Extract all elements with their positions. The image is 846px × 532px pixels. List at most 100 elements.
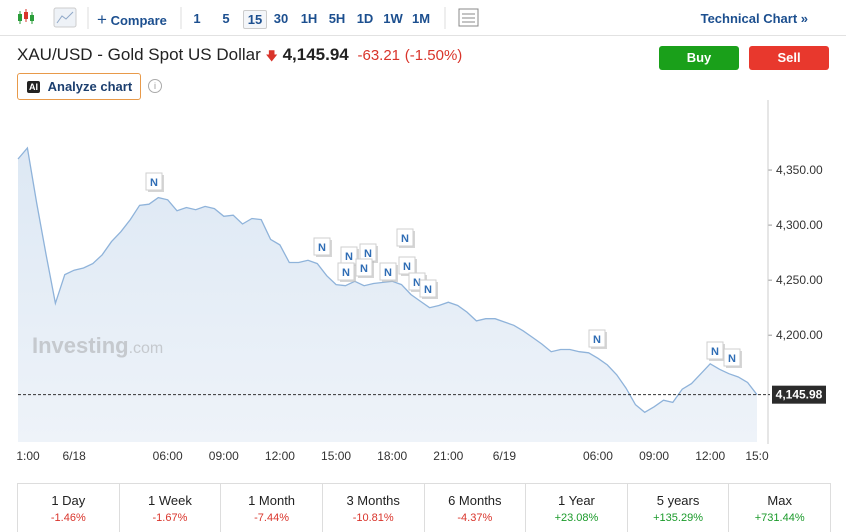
x-tick-label: 6/18: [62, 449, 86, 463]
interval-button[interactable]: 1H: [300, 11, 318, 26]
news-marker[interactable]: N: [419, 279, 438, 299]
news-marker-label: N: [401, 233, 409, 245]
interval-button[interactable]: 1D: [356, 11, 374, 26]
news-marker[interactable]: N: [706, 341, 725, 361]
news-marker[interactable]: N: [145, 172, 164, 192]
analyze-chart-button[interactable]: AI Analyze chart: [17, 73, 141, 100]
news-marker[interactable]: N: [588, 329, 607, 349]
news-marker-label: N: [318, 242, 326, 254]
interval-button[interactable]: 15: [243, 10, 267, 29]
news-marker-box: [145, 172, 163, 191]
news-marker-box: [313, 237, 331, 256]
table-icon[interactable]: [458, 8, 479, 27]
change: -63.21: [357, 47, 401, 64]
news-marker-box: [355, 258, 373, 277]
period-cell[interactable]: 5 years +135.29%: [626, 484, 729, 532]
chart: Investing.com 4,200.00 4,250.00 4,300.00 4,…: [16, 100, 826, 463]
period-cell[interactable]: 1 Year +23.08%: [525, 484, 627, 532]
period-change: -10.81%: [352, 512, 394, 524]
news-marker-label: N: [593, 334, 601, 346]
y-tick-label: 4,200.00: [776, 328, 823, 342]
watermark-suffix: .com: [129, 340, 164, 357]
x-tick-label: 12:00: [695, 449, 725, 463]
news-marker-label: N: [403, 261, 411, 273]
period-change: -7.44%: [254, 512, 289, 524]
y-tick-label: 4,350.00: [776, 163, 823, 177]
news-marker-box: [379, 262, 397, 281]
price: 4,145.94: [282, 45, 349, 64]
area: [18, 148, 757, 442]
change-pct: (-1.50%): [404, 47, 463, 64]
news-marker-box: [723, 348, 741, 367]
news-marker-box: [588, 329, 606, 348]
period-change: +135.29%: [653, 512, 703, 524]
x-tick-label: 06:00: [583, 449, 613, 463]
news-marker[interactable]: N: [359, 243, 378, 263]
news-marker-label: N: [384, 267, 392, 279]
x-tick-label: 6/19: [493, 449, 517, 463]
news-marker[interactable]: N: [337, 262, 356, 282]
interval-button[interactable]: 1W: [383, 11, 403, 26]
compare-label: Compare: [110, 13, 167, 28]
news-marker-label: N: [150, 177, 158, 189]
period-cell[interactable]: 1 Week -1.67%: [118, 484, 221, 532]
buy-button[interactable]: Buy: [659, 46, 739, 70]
y-tick-label: 4,300.00: [776, 218, 823, 232]
x-tick-label: 12:00: [265, 449, 295, 463]
news-marker-label: N: [711, 346, 719, 358]
x-tick-label: 06:00: [153, 449, 183, 463]
technical-chart-link[interactable]: Technical Chart »: [700, 11, 808, 26]
news-marker[interactable]: N: [396, 228, 415, 248]
down-arrow: 🡇: [265, 49, 278, 63]
news-marker[interactable]: N: [355, 258, 374, 278]
period-cell[interactable]: 1 Day -1.46%: [18, 484, 119, 532]
interval-button[interactable]: 30: [273, 11, 289, 26]
quote-line: XAU/USD - Gold Spot US Dollar 🡇 4,145.94…: [17, 45, 462, 68]
current-price-label: 4,145.98: [776, 388, 823, 402]
period-cell[interactable]: 6 Months -4.37%: [423, 484, 526, 532]
toolbar-icons: [0, 7, 846, 36]
news-marker-box: [337, 262, 355, 281]
x-tick-label: 1:00: [16, 449, 40, 463]
info-icon[interactable]: i: [148, 79, 162, 93]
news-marker-label: N: [345, 251, 353, 263]
period-label: Max: [767, 493, 792, 508]
interval-button[interactable]: 1M: [411, 11, 431, 26]
news-marker-box: [419, 279, 437, 298]
instrument: XAU/USD - Gold Spot US Dollar: [17, 45, 261, 64]
x-tick-label: 09:00: [209, 449, 239, 463]
news-marker-label: N: [342, 267, 350, 279]
news-marker-label: N: [413, 277, 421, 289]
news-marker-box: [706, 341, 724, 360]
period-change: -4.37%: [457, 512, 493, 524]
sell-button[interactable]: Sell: [749, 46, 829, 70]
watermark-brand: Investing: [32, 333, 129, 358]
x-tick-label: 21:00: [433, 449, 463, 463]
period-cell[interactable]: 1 Month -7.44%: [220, 484, 322, 532]
compare-button[interactable]: + Compare: [97, 10, 167, 29]
period-cell[interactable]: 3 Months -10.81%: [321, 484, 424, 532]
news-marker[interactable]: N: [379, 262, 398, 282]
news-marker[interactable]: N: [398, 256, 417, 276]
news-marker-box: [398, 256, 416, 275]
period-label: 1 Day: [51, 493, 86, 508]
news-marker-label: N: [364, 248, 372, 260]
interval-button[interactable]: 5H: [328, 11, 346, 26]
period-label: 1 Week: [148, 493, 192, 508]
ai-badge: AI: [27, 81, 40, 93]
news-marker[interactable]: N: [723, 348, 742, 368]
analyze-label: Analyze chart: [47, 79, 133, 94]
candle-icon[interactable]: [18, 9, 34, 24]
current-price-box: [772, 385, 826, 404]
news-marker[interactable]: N: [340, 246, 359, 266]
x-tick-label: 15:00: [321, 449, 351, 463]
news-marker[interactable]: N: [313, 237, 332, 257]
period-change: -1.67%: [152, 512, 188, 524]
interval-button[interactable]: 1: [193, 11, 201, 26]
news-marker-label: N: [424, 284, 432, 296]
news-marker-label: N: [360, 263, 368, 275]
interval-button[interactable]: 5: [222, 11, 230, 26]
area-icon[interactable]: [53, 7, 77, 28]
period-cell[interactable]: Max +731.44%: [728, 484, 830, 532]
